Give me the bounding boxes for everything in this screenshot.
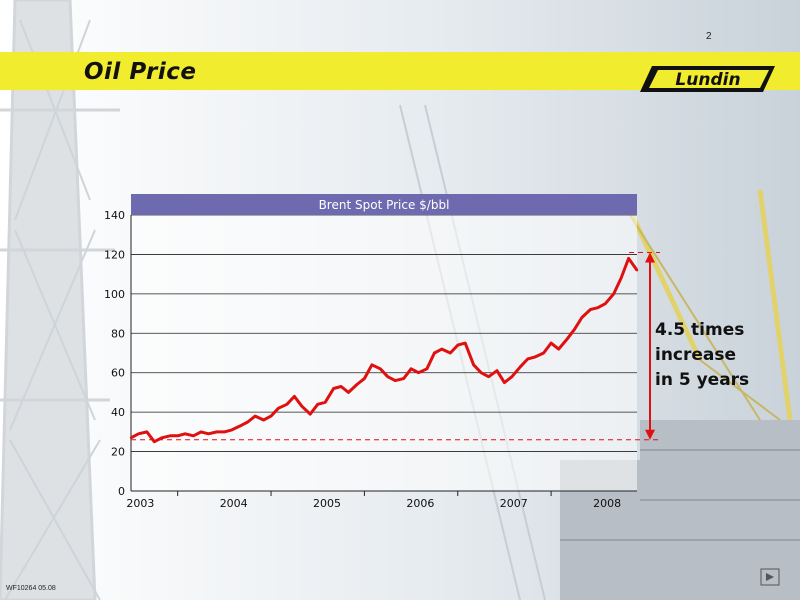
data-point bbox=[246, 420, 249, 424]
data-point bbox=[440, 347, 444, 351]
data-point bbox=[223, 430, 226, 434]
data-point bbox=[526, 357, 529, 361]
data-point bbox=[169, 434, 172, 437]
data-point bbox=[596, 306, 599, 309]
data-point bbox=[604, 302, 607, 305]
data-point bbox=[160, 436, 164, 439]
y-tick-label: 20 bbox=[111, 446, 125, 459]
y-tick-label: 140 bbox=[104, 209, 125, 222]
data-point bbox=[199, 430, 203, 434]
data-point bbox=[510, 375, 514, 378]
data-point bbox=[129, 436, 133, 439]
x-tick-label: 2007 bbox=[500, 497, 528, 510]
data-point bbox=[253, 414, 257, 418]
data-point bbox=[285, 403, 289, 406]
data-point bbox=[495, 369, 499, 372]
chart-title-bar bbox=[131, 194, 637, 215]
data-point bbox=[153, 440, 156, 443]
data-point bbox=[425, 367, 429, 370]
data-point bbox=[612, 292, 615, 296]
data-point bbox=[503, 381, 506, 384]
x-tick-label: 2003 bbox=[126, 497, 154, 510]
y-tick-label: 100 bbox=[104, 288, 125, 301]
data-point bbox=[176, 434, 179, 437]
arrow-head-up bbox=[645, 252, 655, 263]
data-point bbox=[347, 391, 350, 394]
data-point bbox=[487, 375, 490, 378]
data-point bbox=[230, 428, 234, 432]
data-point bbox=[619, 276, 623, 280]
x-tick-label: 2006 bbox=[406, 497, 434, 510]
data-point bbox=[456, 343, 459, 347]
data-point bbox=[627, 257, 630, 260]
data-point bbox=[137, 432, 140, 436]
slide-title: Oil Price bbox=[84, 59, 197, 85]
data-point bbox=[293, 395, 296, 398]
data-point bbox=[549, 341, 553, 345]
y-tick-label: 120 bbox=[104, 248, 125, 261]
footer-code: WF10264 05.08 bbox=[6, 585, 56, 592]
data-point bbox=[207, 432, 210, 436]
data-point bbox=[565, 338, 569, 341]
y-tick-label: 80 bbox=[111, 327, 125, 340]
data-point bbox=[394, 379, 397, 382]
chart-title: Brent Spot Price $/bbl bbox=[319, 198, 450, 212]
corner-icon bbox=[760, 568, 780, 586]
data-point bbox=[370, 363, 374, 367]
data-point bbox=[589, 308, 592, 311]
data-point bbox=[262, 418, 265, 422]
y-tick-label: 40 bbox=[111, 406, 125, 419]
data-point bbox=[417, 371, 420, 374]
data-point bbox=[542, 351, 545, 355]
x-tick-label: 2005 bbox=[313, 497, 341, 510]
data-point bbox=[379, 367, 382, 370]
data-point bbox=[557, 347, 560, 351]
data-point bbox=[519, 365, 522, 368]
data-point bbox=[332, 387, 335, 390]
data-point bbox=[580, 316, 584, 319]
data-point bbox=[386, 375, 389, 378]
increase-annotation: 4.5 times increase in 5 years bbox=[655, 318, 800, 393]
x-tick-label: 2004 bbox=[220, 497, 248, 510]
data-point bbox=[277, 407, 280, 410]
data-point bbox=[355, 383, 359, 386]
price-series-line bbox=[130, 256, 639, 444]
data-point bbox=[269, 414, 273, 418]
data-point bbox=[409, 367, 413, 370]
data-point bbox=[472, 363, 475, 367]
plot-area bbox=[131, 215, 637, 491]
lundin-logo: Lundin bbox=[640, 66, 775, 92]
annotation-line-2: in 5 years bbox=[655, 370, 750, 390]
page-number: 2 bbox=[706, 31, 712, 42]
data-point bbox=[339, 385, 343, 388]
data-point bbox=[534, 355, 537, 359]
x-tick-label: 2008 bbox=[593, 497, 621, 510]
data-point bbox=[449, 351, 452, 355]
data-point bbox=[192, 434, 195, 437]
data-point bbox=[145, 430, 149, 434]
data-point bbox=[215, 430, 219, 434]
data-point bbox=[479, 371, 483, 374]
y-tick-label: 0 bbox=[118, 485, 125, 498]
data-point bbox=[300, 405, 304, 408]
data-point bbox=[363, 377, 366, 380]
data-point bbox=[464, 341, 467, 345]
data-point bbox=[635, 269, 639, 272]
data-point bbox=[183, 432, 187, 436]
data-point bbox=[433, 351, 436, 355]
data-point bbox=[402, 377, 405, 380]
arrow-head-down bbox=[645, 429, 655, 440]
data-point bbox=[573, 328, 576, 331]
data-point bbox=[309, 412, 312, 416]
annotation-line-1: 4.5 times increase bbox=[655, 320, 745, 365]
data-point bbox=[323, 401, 327, 404]
y-tick-label: 60 bbox=[111, 367, 125, 380]
data-point bbox=[316, 403, 319, 406]
logo-text: Lundin bbox=[675, 70, 740, 90]
data-point bbox=[239, 424, 242, 428]
